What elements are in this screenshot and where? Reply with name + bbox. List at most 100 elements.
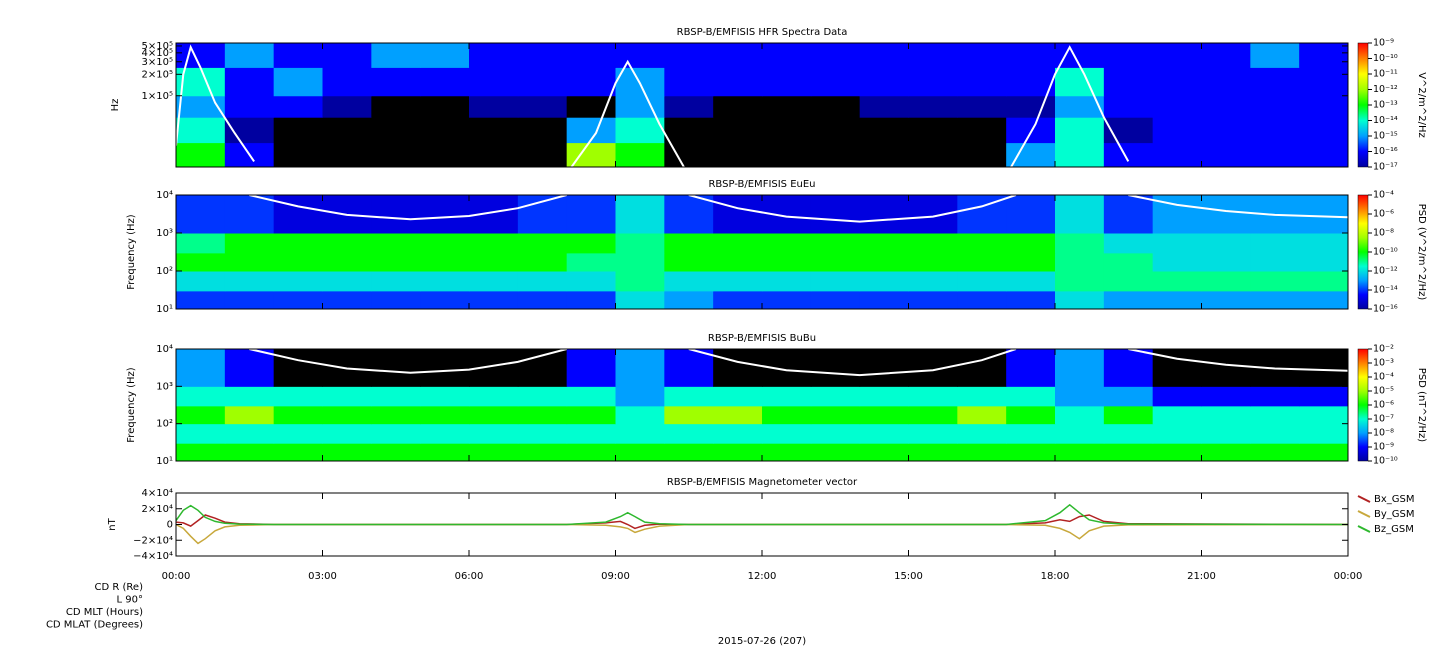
spectrogram-cell xyxy=(664,405,714,425)
panel-title: RBSP-B/EMFISIS BuBu xyxy=(708,333,816,344)
spectrogram-cell xyxy=(469,142,519,167)
spectrogram-cell xyxy=(1152,386,1202,407)
spectrogram-cell xyxy=(1299,271,1348,292)
plot-area xyxy=(176,503,1348,545)
panel-title: RBSP-B/EMFISIS Magnetometer vector xyxy=(667,477,858,488)
spectrogram-cell xyxy=(517,43,568,68)
colorbar-tick-label: 10⁻⁶ xyxy=(1373,209,1394,220)
y-tick-label: 10¹ xyxy=(156,456,173,467)
spectrogram-cell xyxy=(371,117,421,144)
x-tick-label: 00:00 xyxy=(1334,571,1363,582)
spectrogram-cell xyxy=(810,349,861,387)
spectrogram-cell xyxy=(762,142,812,167)
spectrogram-cell xyxy=(469,43,519,68)
spectrogram-cell xyxy=(1055,233,1105,254)
spectrogram-cell xyxy=(1201,233,1251,254)
spectrogram-cell xyxy=(908,43,958,68)
colorbar-tick-label: 10⁻⁸ xyxy=(1373,228,1394,239)
spectrogram-cell xyxy=(1201,95,1251,118)
spectrogram-cell xyxy=(1250,142,1300,167)
legend-label: By_GSM xyxy=(1374,509,1415,520)
spectrogram-cell xyxy=(273,252,323,272)
colorbar xyxy=(1357,348,1369,462)
spectrogram-cell xyxy=(176,43,226,68)
spectrogram-cell xyxy=(810,423,861,444)
spectrogram-cell xyxy=(1103,443,1154,461)
spectrogram-cell xyxy=(176,423,226,444)
spectrogram-cell xyxy=(469,252,519,272)
spectrogram-cell xyxy=(762,405,812,425)
footer-row-label: CD R (Re) xyxy=(95,582,144,593)
spectrogram-cell xyxy=(224,405,275,425)
spectrogram-cell xyxy=(713,271,763,292)
spectrogram-cell xyxy=(908,423,958,444)
spectrogram-cell xyxy=(273,405,323,425)
spectrogram-cell xyxy=(957,271,1007,292)
spectrogram-cell xyxy=(371,195,421,234)
spectrogram-cell xyxy=(1299,443,1348,461)
spectrogram-cell xyxy=(615,195,665,234)
spectrogram-cell xyxy=(420,405,470,425)
spectrogram-cell xyxy=(176,233,226,254)
spectrogram-cell xyxy=(420,443,470,461)
spectrogram-cell xyxy=(1299,95,1348,118)
colorbar xyxy=(1357,42,1369,168)
spectrogram-cell xyxy=(273,423,323,444)
spectrogram-cell xyxy=(371,95,421,118)
spectrogram-cell xyxy=(420,423,470,444)
spectrogram-cell xyxy=(1006,195,1056,234)
spectrogram-cell xyxy=(1006,290,1056,309)
spectrogram-cell xyxy=(517,95,568,118)
spectrogram-cell xyxy=(371,233,421,254)
spectrogram-cell xyxy=(566,252,616,272)
spectrogram-cell xyxy=(273,290,323,309)
spectrogram-cell xyxy=(1201,252,1251,272)
y-tick-label: 2×10⁴ xyxy=(142,504,173,515)
spectrogram-cell xyxy=(1006,386,1056,407)
spectrogram-cell xyxy=(1055,349,1105,387)
spectrogram-cell xyxy=(1055,95,1105,118)
spectrogram-cell xyxy=(1103,290,1154,309)
panel-title: RBSP-B/EMFISIS HFR Spectra Data xyxy=(677,27,848,38)
spectrogram-cell xyxy=(224,233,275,254)
spectrogram-cell xyxy=(859,195,909,234)
spectrogram-cell xyxy=(762,43,812,68)
spectrogram-cell xyxy=(371,67,421,97)
spectrogram-cell xyxy=(762,233,812,254)
spectrogram-cell xyxy=(1006,95,1056,118)
spectrogram-cell xyxy=(957,386,1007,407)
spectrogram-cell xyxy=(762,67,812,97)
spectrogram-cell xyxy=(322,443,372,461)
spectrogram-cell xyxy=(1250,95,1300,118)
spectrogram-cell xyxy=(1299,252,1348,272)
spectrogram-cell xyxy=(664,117,714,144)
colorbar-label: PSD (nT^2/Hz) xyxy=(1416,368,1427,442)
spectrogram-cell xyxy=(762,386,812,407)
spectrogram-cell xyxy=(713,233,763,254)
spectrogram-cell xyxy=(566,405,616,425)
spectrogram-cell xyxy=(1201,43,1251,68)
spectrogram-cell xyxy=(566,423,616,444)
spectrogram-cell xyxy=(176,142,226,167)
colorbar-tick-label: 10⁻¹⁶ xyxy=(1373,146,1398,157)
spectrogram-cell xyxy=(566,233,616,254)
spectrogram-cell xyxy=(273,349,323,387)
spectrogram-cell xyxy=(664,233,714,254)
spectrogram-cell xyxy=(420,386,470,407)
spectrogram-cell xyxy=(371,405,421,425)
spectrogram-cell xyxy=(420,67,470,97)
colorbar-tick-label: 10⁻¹⁴ xyxy=(1373,115,1398,126)
spectrogram-cell xyxy=(810,443,861,461)
spectrogram-cell xyxy=(517,271,568,292)
spectrogram-cell xyxy=(1055,405,1105,425)
spectrogram-cell xyxy=(1006,43,1056,68)
y-tick-label: 4×10⁴ xyxy=(142,488,173,499)
y-axis-label: nT xyxy=(107,517,118,530)
spectrogram-cell xyxy=(1250,252,1300,272)
spectrogram-cell xyxy=(859,67,909,97)
spectrogram-cell xyxy=(1250,271,1300,292)
spectrogram-cell xyxy=(859,386,909,407)
colorbar-tick-label: 10⁻¹⁴ xyxy=(1373,285,1398,296)
x-tick-label: 00:00 xyxy=(162,571,191,582)
footer-row-label: CD MLAT (Degrees) xyxy=(46,620,143,631)
